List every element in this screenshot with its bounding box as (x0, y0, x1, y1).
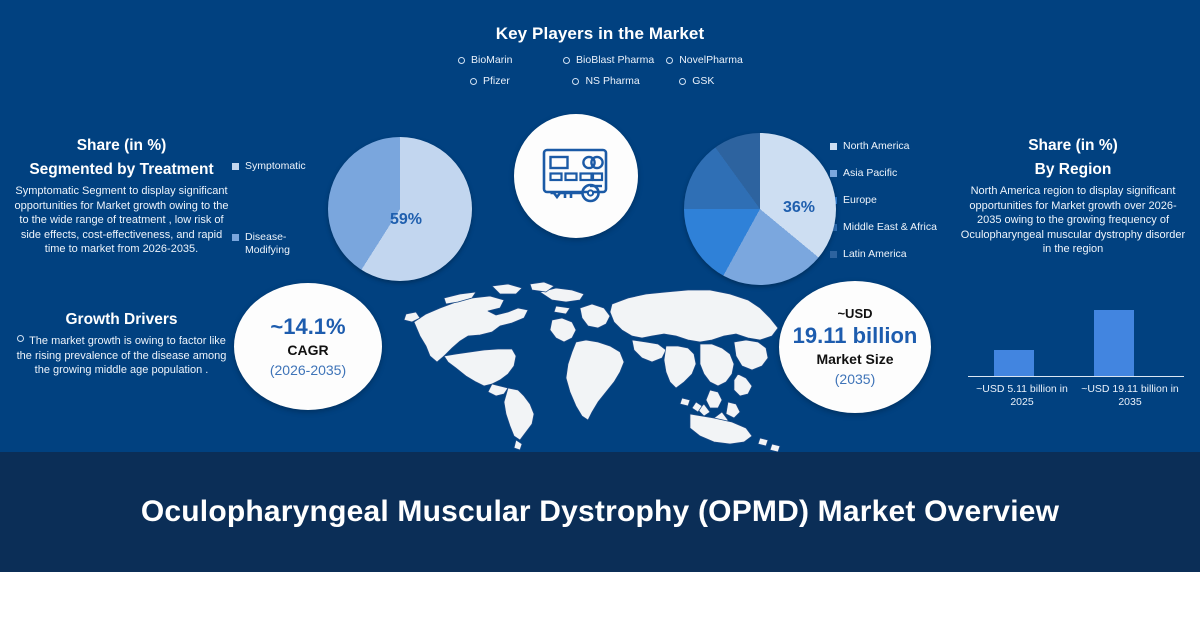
legend-swatch-icon (830, 143, 837, 150)
cagr-period: (2026-2035) (269, 361, 347, 378)
legend-label: Latin America (843, 248, 907, 260)
region-heading-line1: Share (in %) (1028, 137, 1118, 154)
legend-label: Symptomatic (245, 160, 306, 172)
legend-swatch-icon (830, 251, 837, 258)
key-players-row: BioMarin BioBlast Pharma NovelPharma (440, 54, 760, 66)
market-size-bubble: ~USD 19.11 billion Market Size (2035) (779, 281, 931, 413)
bar-2025 (994, 350, 1034, 376)
key-player-item: BioBlast Pharma (563, 54, 666, 66)
bullet-icon (563, 56, 571, 64)
bar-label-2035: ~USD 19.11 billion in 2035 (1081, 383, 1179, 408)
bullet-icon (679, 77, 687, 85)
legend-swatch-icon (830, 170, 837, 177)
treatment-pie-data-label: 59% (390, 211, 423, 228)
bullet-icon (572, 77, 580, 85)
legend-label: Europe (843, 194, 877, 206)
treatment-pie-chart (328, 137, 472, 281)
credit-card-key-icon (542, 148, 608, 203)
legend-label: Disease-Modifying (245, 231, 290, 256)
region-legend: North America Asia Pacific Europe Middle… (830, 140, 940, 261)
infographic-canvas: Key Players in the Market BioMarin BioBl… (14, 24, 1188, 452)
legend-item: Latin America (830, 248, 940, 261)
legend-item: Middle East & Africa (830, 221, 940, 234)
bar-chart-labels: ~USD 5.11 billion in 2025 ~USD 19.11 bil… (968, 383, 1184, 409)
legend-label: Asia Pacific (843, 167, 898, 179)
treatment-heading-line1: Share (in %) (76, 137, 167, 154)
bullet-icon (470, 77, 477, 85)
cagr-label: CAGR (287, 341, 329, 358)
page-title: Oculopharyngeal Muscular Dystrophy (OPMD… (140, 495, 1060, 528)
bullet-icon (666, 56, 674, 64)
key-players-list: BioMarin BioBlast Pharma NovelPharma Pfi… (440, 54, 760, 87)
treatment-body: Symptomatic Segment to display significa… (14, 185, 229, 255)
bar-label-2025: ~USD 5.11 billion in 2025 (976, 383, 1068, 408)
region-heading-line2: By Region (1034, 161, 1112, 178)
region-panel: Share (in %) By Region North America reg… (958, 134, 1188, 257)
market-size-value: 19.11 billion (792, 323, 918, 348)
key-players-row: Pfizer NS Pharma GSK (440, 75, 760, 87)
key-player-item: BioMarin (440, 54, 563, 66)
legend-item: Symptomatic (232, 160, 324, 173)
cagr-bubble: ~14.1% CAGR (2026-2035) (234, 283, 382, 410)
bar-2035 (1094, 310, 1134, 376)
region-body: North America region to display signific… (960, 185, 1186, 255)
bullet-icon (17, 335, 25, 342)
key-player-item: NS Pharma (560, 75, 661, 87)
market-size-bar-chart: ~USD 5.11 billion in 2025 ~USD 19.11 bil… (968, 296, 1184, 409)
legend-label: North America (843, 140, 910, 152)
center-icon-circle (514, 114, 638, 238)
growth-drivers-heading: Growth Drivers (65, 311, 178, 328)
market-size-year: (2035) (834, 371, 876, 387)
key-players-title: Key Players in the Market (495, 24, 705, 43)
bar-chart-plot (968, 296, 1184, 377)
world-map (404, 281, 781, 452)
market-size-label: Market Size (816, 351, 894, 367)
growth-drivers-panel: Growth Drivers The market growth is owin… (14, 308, 229, 378)
treatment-heading-line2: Segmented by Treatment (29, 161, 214, 178)
region-pie-chart (684, 133, 836, 285)
cagr-value: ~14.1% (270, 313, 346, 339)
legend-swatch-icon (232, 163, 239, 170)
treatment-legend: Symptomatic Disease-Modifying (232, 160, 324, 257)
key-player-item: GSK (661, 75, 760, 87)
bullet-icon (458, 56, 465, 64)
legend-swatch-icon (232, 234, 239, 241)
title-band (0, 452, 1200, 572)
footer: Web: www.researchnester.com | Mob: +1 64… (0, 572, 1200, 628)
legend-item: Asia Pacific (830, 167, 940, 180)
region-pie-data-label: 36% (783, 199, 816, 216)
key-player-item: Pfizer (440, 75, 560, 87)
legend-label: Middle East & Africa (843, 221, 937, 233)
legend-item: Europe (830, 194, 940, 207)
key-player-item: NovelPharma (666, 54, 760, 66)
market-size-prefix: ~USD (837, 306, 873, 321)
legend-item: North America (830, 140, 940, 153)
legend-item: Disease-Modifying (232, 231, 324, 257)
treatment-panel: Share (in %) Segmented by Treatment Symp… (14, 134, 229, 257)
growth-drivers-body: The market growth is owing to factor lik… (16, 335, 227, 376)
